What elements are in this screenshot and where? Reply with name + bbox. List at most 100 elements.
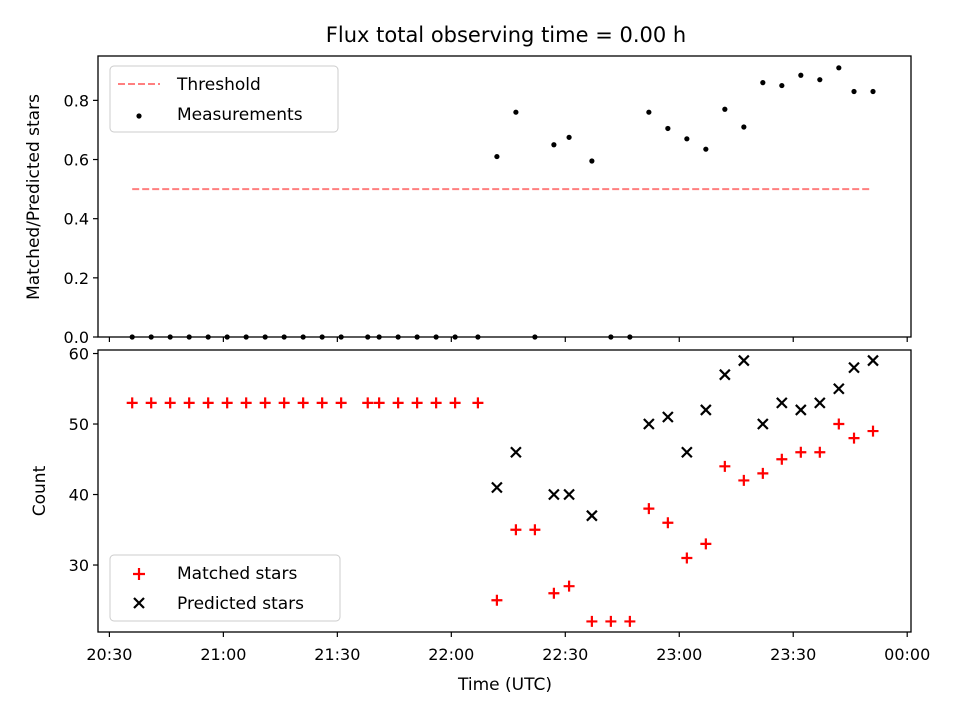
predicted-star-point <box>548 488 560 501</box>
matched-star-point <box>411 397 423 409</box>
predicted-star-point <box>510 446 522 459</box>
bottom-y-tick-label-3: 60 <box>69 345 89 364</box>
bottom-plot-marks <box>126 354 879 627</box>
measurement-point <box>851 88 857 95</box>
measurement-point <box>741 124 747 130</box>
matched-star-point <box>240 397 252 409</box>
matched-star-point <box>221 397 233 409</box>
measurement-point <box>513 109 519 115</box>
predicted-star-point <box>867 354 879 367</box>
x-tick-label-0: 20:30 <box>86 645 132 664</box>
matched-star-point <box>297 397 309 409</box>
matched-star-point <box>278 397 290 409</box>
top-panel: 0.00.20.40.60.8 Matched/Predicted stars … <box>24 55 912 347</box>
top-y-tick-label-4: 0.8 <box>64 91 89 110</box>
matched-star-point <box>392 397 404 409</box>
predicted-star-point <box>681 446 693 459</box>
matched-star-point <box>563 580 575 592</box>
bottom-x-axis: 20:30 21:00 21:30 22:00 22:30 23:00 23:30 00:00 <box>86 632 930 664</box>
predicted-star-point <box>586 509 598 522</box>
matched-star-point <box>681 552 693 564</box>
predicted-star-point <box>700 404 712 416</box>
x-tick-label-7: 00:00 <box>884 645 930 664</box>
predicted-star-point <box>662 411 674 423</box>
matched-star-point <box>757 467 769 479</box>
matched-star-point <box>491 594 503 606</box>
matched-star-point <box>164 397 176 409</box>
matched-star-point <box>259 397 271 409</box>
matched-star-point <box>624 615 636 627</box>
top-y-axis-label: Matched/Predicted stars <box>24 94 44 300</box>
x-tick-label-6: 23:30 <box>770 645 816 664</box>
chart-title: Flux total observing time = 0.00 h <box>326 23 686 47</box>
matched-star-point <box>814 446 826 458</box>
matched-star-point <box>548 587 560 599</box>
legend-threshold-label: Threshold <box>176 75 261 95</box>
bottom-y-axis: 30 40 50 60 <box>69 345 98 575</box>
measurement-point <box>665 125 671 132</box>
legend-predicted-swatch <box>133 597 145 609</box>
matched-star-point <box>145 397 157 409</box>
x-tick-label-2: 21:30 <box>314 645 360 664</box>
predicted-star-point <box>848 361 860 374</box>
matched-star-point <box>776 453 788 465</box>
matched-star-point <box>373 397 385 409</box>
legend-measurements-swatch <box>136 113 142 119</box>
predicted-star-point <box>491 481 503 494</box>
measurement-point <box>494 153 500 160</box>
bottom-y-tick-label-1: 40 <box>69 486 89 505</box>
top-x-axis <box>108 337 908 342</box>
bottom-y-tick-label-2: 50 <box>69 415 89 434</box>
predicted-star-point <box>738 354 750 367</box>
predicted-star-point <box>563 488 575 501</box>
matched-star-point <box>700 538 712 550</box>
matched-star-point <box>529 524 541 536</box>
measurement-point <box>760 80 766 86</box>
legend-measurements-label: Measurements <box>177 105 303 125</box>
measurement-point <box>551 142 557 148</box>
predicted-star-point <box>643 418 655 430</box>
bottom-y-tick-label-0: 30 <box>69 556 89 575</box>
matched-star-point <box>848 432 860 444</box>
matched-star-point <box>362 397 374 409</box>
matched-star-point <box>719 460 731 472</box>
x-tick-label-4: 22:30 <box>542 645 588 664</box>
measurement-point <box>566 134 572 140</box>
top-y-tick-label-0: 0.0 <box>64 328 89 347</box>
matched-star-point <box>335 397 347 409</box>
predicted-star-point <box>719 368 731 381</box>
measurement-point <box>779 82 785 89</box>
legend-matched-swatch <box>133 568 145 580</box>
matched-star-point <box>662 517 674 529</box>
bottom-legend: Matched stars Predicted stars <box>109 554 341 622</box>
measurement-point <box>817 77 823 83</box>
matched-star-point <box>605 615 617 627</box>
measurement-point <box>684 136 690 142</box>
legend-predicted-label: Predicted stars <box>177 594 304 614</box>
predicted-star-point <box>814 397 826 409</box>
matched-star-point <box>316 397 328 409</box>
matched-star-point <box>430 397 442 409</box>
matched-star-point <box>586 615 598 627</box>
top-legend-frame <box>109 65 339 133</box>
measurement-point <box>722 106 728 112</box>
measurement-point <box>646 109 652 115</box>
top-legend: Threshold Measurements <box>109 65 339 133</box>
legend-matched-label: Matched stars <box>177 564 297 584</box>
matched-star-point <box>472 397 484 409</box>
predicted-star-point <box>757 418 769 430</box>
matched-star-point <box>202 397 214 409</box>
bottom-y-axis-label: Count <box>30 465 50 516</box>
x-tick-label-5: 23:00 <box>656 645 702 664</box>
matched-star-point <box>449 397 461 409</box>
x-axis-label: Time (UTC) <box>457 675 552 695</box>
top-y-axis: 0.0 0.2 0.4 0.6 0.8 <box>64 91 98 347</box>
matched-star-point <box>126 397 138 409</box>
measurement-point <box>589 158 595 164</box>
predicted-star-point <box>776 397 788 409</box>
measurement-point <box>703 146 709 152</box>
matched-star-point <box>643 503 655 515</box>
top-y-tick-label-2: 0.4 <box>64 210 89 229</box>
measurement-point <box>798 72 804 78</box>
